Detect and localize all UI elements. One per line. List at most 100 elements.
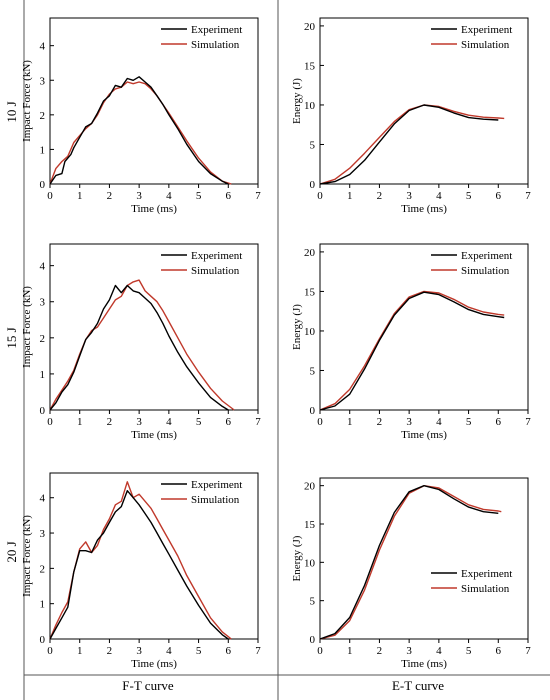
- y-tick-label: 2: [40, 333, 46, 345]
- series-line-simulation: [319, 290, 505, 411]
- x-axis-label: Time (ms): [401, 658, 447, 670]
- y-tick-label: 4: [40, 261, 46, 273]
- y-axis-label: Impact Force (kN): [21, 515, 33, 597]
- x-tick-label: 0: [317, 190, 323, 202]
- y-axis-label: Energy (J): [291, 78, 303, 124]
- y-tick-label: 1: [40, 144, 46, 156]
- x-tick-label: 2: [377, 416, 383, 428]
- x-tick-label: 1: [77, 645, 83, 657]
- plot-area: [49, 243, 259, 411]
- legend-label-experiment: Experiment: [191, 479, 242, 491]
- y-tick-label: 2: [40, 110, 46, 122]
- x-tick-label: 4: [436, 416, 442, 428]
- y-tick-label: 0: [310, 634, 316, 646]
- y-tick-label: 3: [40, 297, 46, 309]
- legend-label-simulation: Simulation: [461, 265, 510, 277]
- series-line-simulation: [319, 104, 505, 185]
- y-tick-label: 20: [304, 247, 316, 259]
- plot-area: [319, 17, 529, 185]
- series-line-experiment: [319, 485, 499, 640]
- x-tick-label: 5: [196, 416, 202, 428]
- chart-panel-4: 0 1 2 3 4 5 6 7 0 5 10 15 20 Time (ms) Energy (J) Exper…: [291, 243, 531, 441]
- series-line-experiment: [319, 104, 499, 185]
- series-line-experiment: [319, 291, 505, 411]
- x-tick-label: 7: [255, 190, 261, 202]
- legend-label-experiment: Experiment: [461, 568, 512, 580]
- plot-area: [49, 17, 259, 185]
- chart-panel-6: 0 1 2 3 4 5 6 7 0 5 10 15 20 Time (ms) Energy (J) Exper…: [291, 477, 531, 670]
- y-tick-label: 3: [40, 528, 46, 540]
- x-tick-label: 6: [496, 190, 502, 202]
- x-tick-label: 7: [525, 416, 531, 428]
- y-tick-label: 2: [40, 563, 46, 575]
- y-tick-label: 3: [40, 75, 46, 87]
- x-tick-label: 4: [436, 190, 442, 202]
- x-tick-label: 3: [406, 645, 412, 657]
- y-tick-label: 4: [40, 493, 46, 505]
- x-tick-label: 3: [406, 416, 412, 428]
- x-tick-label: 5: [196, 645, 202, 657]
- y-tick-label: 1: [40, 369, 46, 381]
- x-tick-label: 1: [347, 190, 353, 202]
- x-tick-label: 3: [136, 645, 142, 657]
- x-tick-label: 0: [47, 190, 53, 202]
- x-tick-label: 0: [47, 416, 53, 428]
- legend-label-experiment: Experiment: [461, 24, 512, 36]
- x-tick-label: 1: [77, 416, 83, 428]
- row-label-15j: 15 J: [4, 327, 19, 348]
- x-tick-label: 6: [496, 645, 502, 657]
- y-axis-label: Impact Force (kN): [21, 286, 33, 368]
- y-tick-label: 0: [310, 179, 316, 191]
- series-line-experiment: [49, 76, 229, 185]
- y-tick-label: 15: [304, 519, 316, 531]
- y-axis-label: Energy (J): [291, 304, 303, 350]
- x-tick-label: 2: [377, 645, 383, 657]
- legend-label-simulation: Simulation: [191, 39, 240, 51]
- x-tick-label: 3: [406, 190, 412, 202]
- y-tick-label: 5: [310, 139, 316, 151]
- legend-label-experiment: Experiment: [461, 250, 512, 262]
- y-axis-label: Energy (J): [291, 535, 303, 581]
- series-line-experiment: [49, 490, 229, 640]
- x-tick-label: 6: [226, 190, 232, 202]
- series-line-simulation: [49, 279, 235, 411]
- x-tick-label: 2: [377, 190, 383, 202]
- y-tick-label: 5: [310, 596, 316, 608]
- x-tick-label: 4: [436, 645, 442, 657]
- x-tick-label: 5: [466, 645, 472, 657]
- x-tick-label: 5: [466, 190, 472, 202]
- x-tick-label: 4: [166, 416, 172, 428]
- x-tick-label: 3: [136, 190, 142, 202]
- x-tick-label: 2: [107, 645, 113, 657]
- x-tick-label: 0: [317, 645, 323, 657]
- y-axis-label: Impact Force (kN): [21, 60, 33, 142]
- x-axis-label: Time (ms): [401, 203, 447, 215]
- x-tick-label: 7: [525, 190, 531, 202]
- plot-area: [319, 477, 529, 640]
- x-axis-label: Time (ms): [131, 429, 177, 441]
- x-tick-label: 0: [47, 645, 53, 657]
- y-tick-label: 5: [310, 365, 316, 377]
- legend-label-experiment: Experiment: [191, 250, 242, 262]
- x-tick-label: 3: [136, 416, 142, 428]
- row-label-10j: 10 J: [4, 101, 19, 122]
- x-tick-label: 0: [317, 416, 323, 428]
- x-tick-label: 6: [226, 645, 232, 657]
- x-axis-label: Time (ms): [131, 203, 177, 215]
- column-label-ft: F-T curve: [122, 678, 174, 693]
- y-tick-label: 4: [40, 41, 46, 53]
- y-tick-label: 0: [40, 634, 46, 646]
- legend-label-simulation: Simulation: [461, 39, 510, 51]
- plot-area: [49, 472, 259, 640]
- y-tick-label: 0: [310, 405, 316, 417]
- y-tick-label: 0: [40, 179, 46, 191]
- y-tick-label: 20: [304, 481, 316, 493]
- x-tick-label: 5: [196, 190, 202, 202]
- y-tick-label: 1: [40, 599, 46, 611]
- x-tick-label: 1: [347, 645, 353, 657]
